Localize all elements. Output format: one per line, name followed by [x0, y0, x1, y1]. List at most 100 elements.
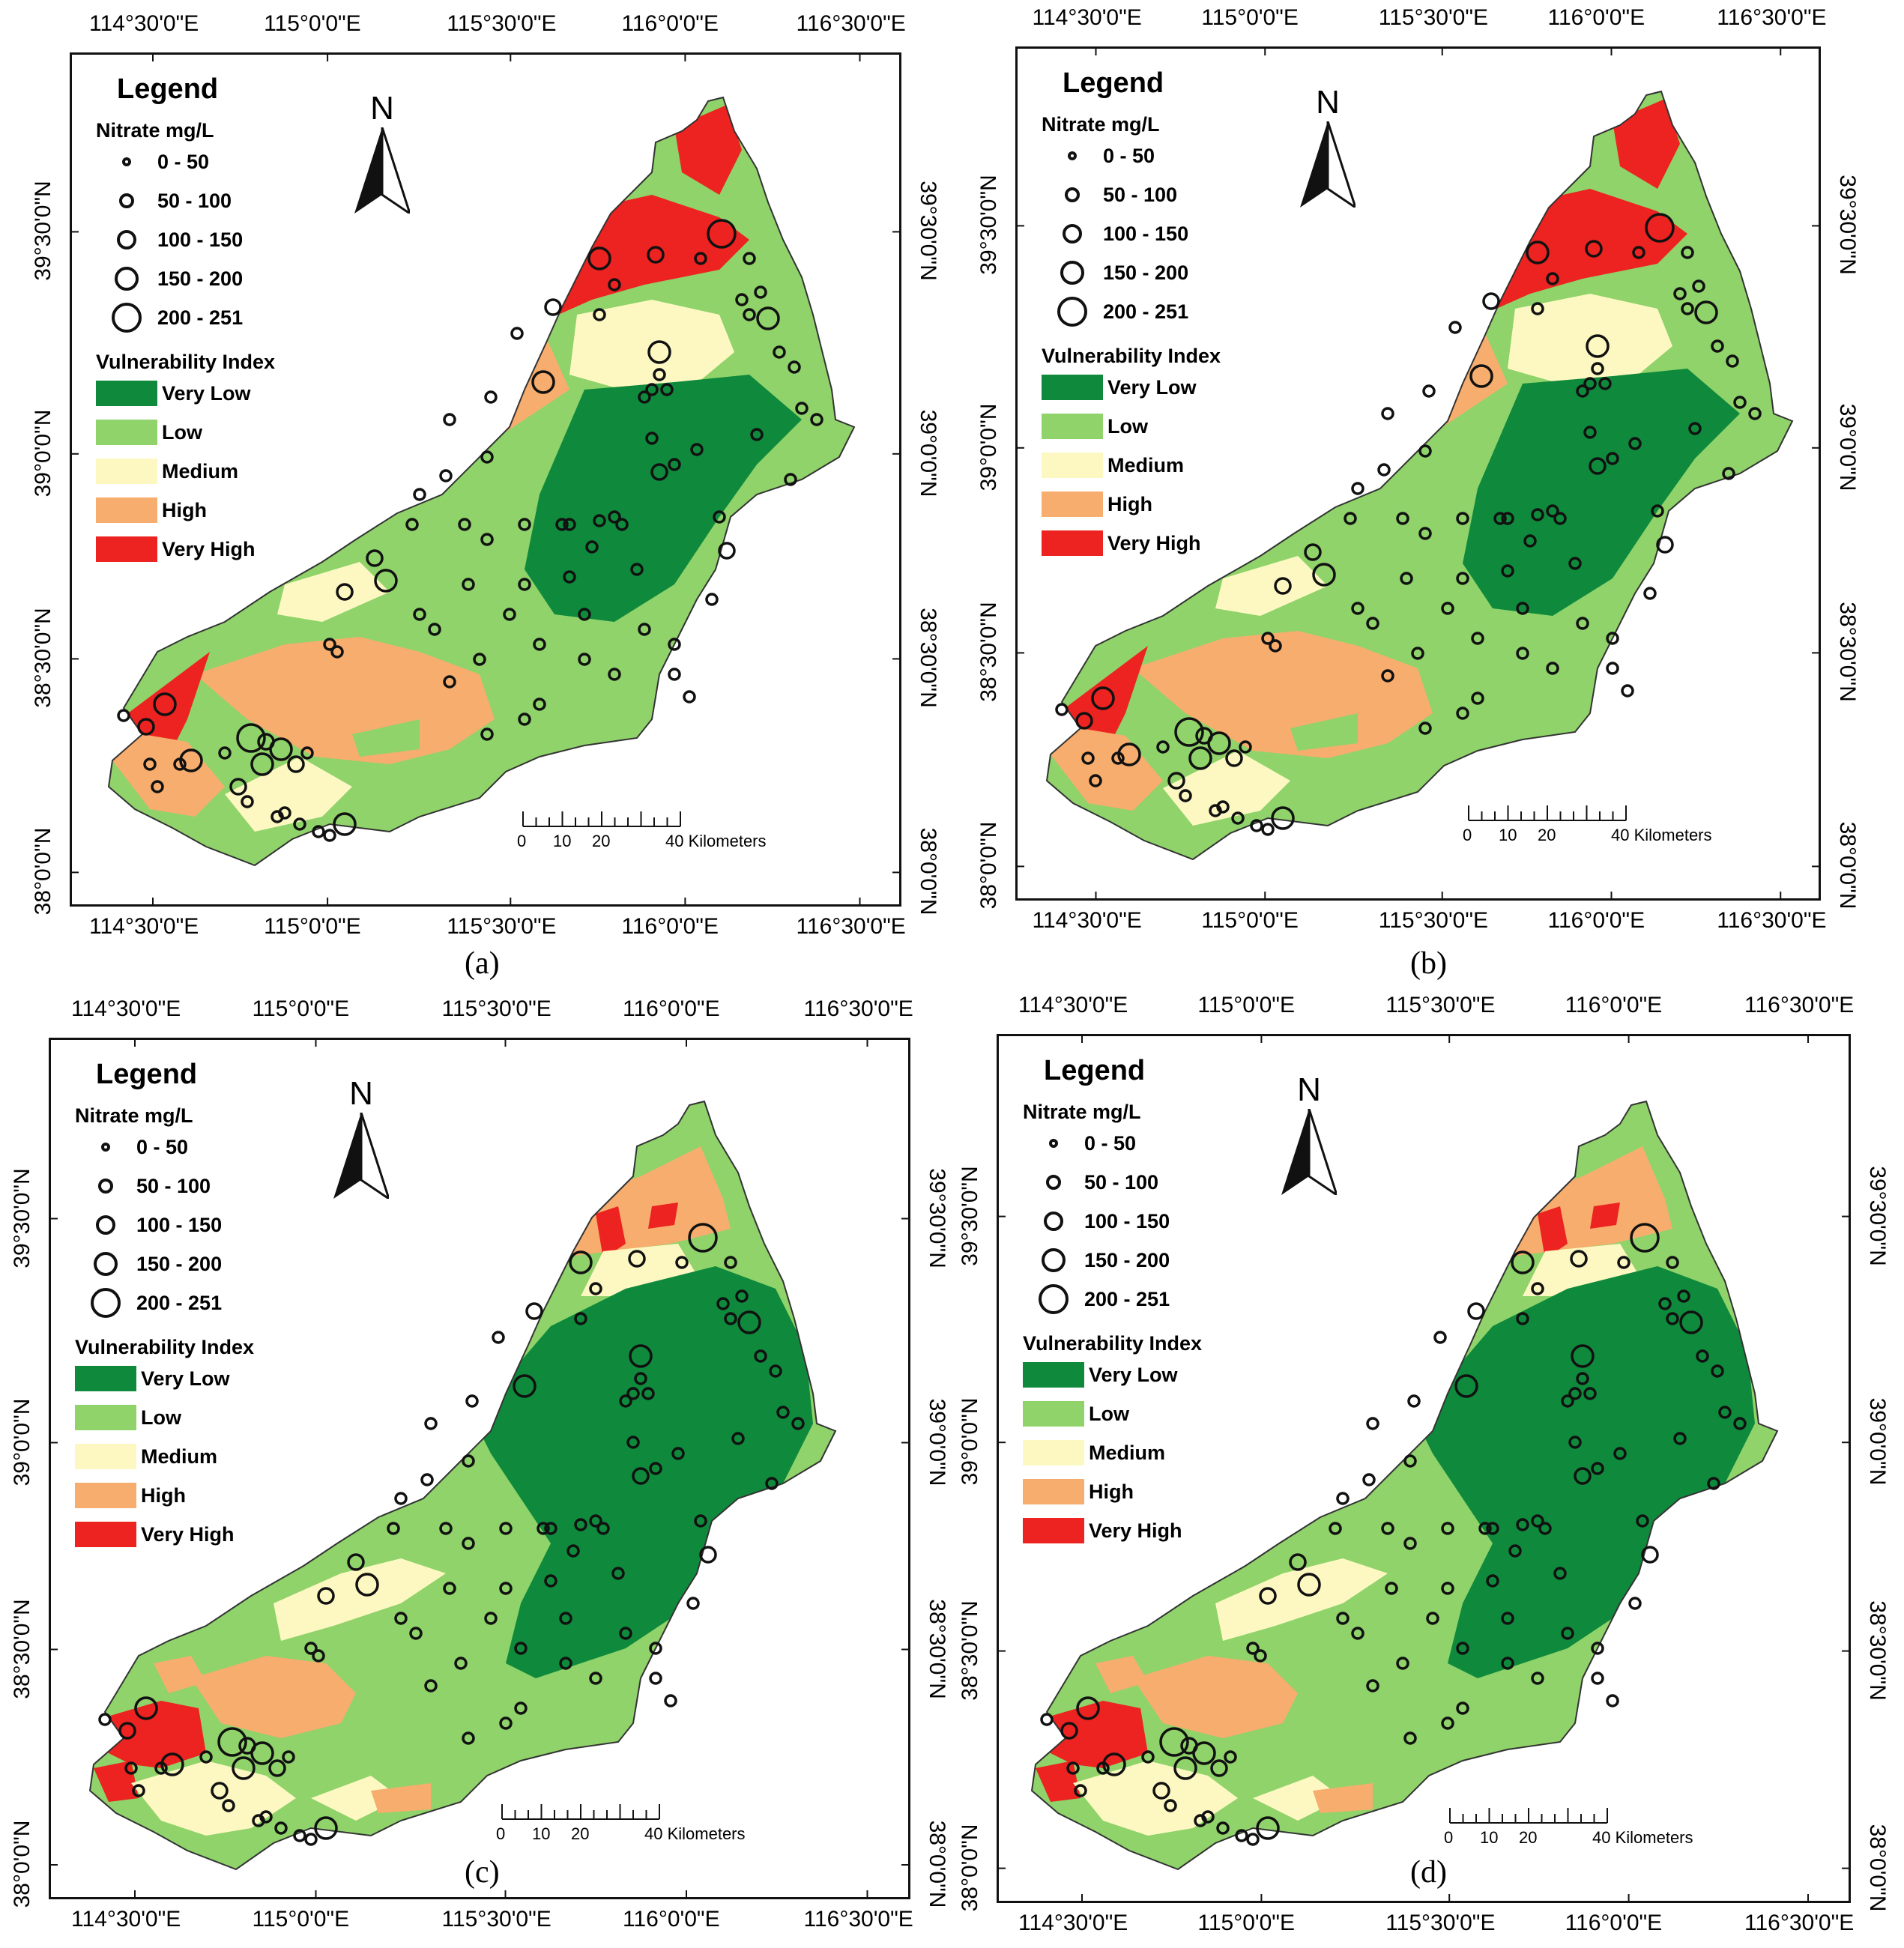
well-point	[1377, 463, 1391, 477]
circle-icon	[115, 267, 139, 291]
well-point	[173, 757, 187, 771]
vulnerability-class-row: Very High	[1023, 1511, 1202, 1550]
left-latitude-label: 38°30'0"N	[976, 602, 1001, 703]
scale-bar: 0 10 20 40 Kilometers	[516, 805, 767, 854]
well-point	[668, 638, 681, 651]
well-point	[287, 755, 305, 773]
well-point	[1501, 512, 1514, 525]
well-point	[1456, 1702, 1469, 1715]
well-point	[1259, 1587, 1277, 1605]
well-point	[559, 1657, 572, 1670]
vulnerability-class-label: Medium	[1107, 453, 1185, 477]
well-point	[649, 1462, 662, 1475]
vulnerability-classes: Very Low Low Medium High Very High	[96, 374, 275, 569]
well-point	[333, 812, 357, 836]
bottom-longitude-label: 114°30'0"E	[1032, 908, 1142, 933]
circle-icon	[1068, 151, 1077, 160]
well-point	[1493, 512, 1507, 525]
well-point	[589, 1514, 602, 1528]
nitrate-class-label: 150 - 200	[1103, 261, 1189, 284]
vulnerability-zone	[1051, 728, 1163, 811]
well-point	[1403, 1537, 1417, 1550]
well-point	[1748, 407, 1762, 420]
left-latitude-label: 39°30'0"N	[976, 175, 1001, 276]
well-point	[1336, 1492, 1350, 1505]
nitrate-class-symbol	[1023, 1175, 1084, 1190]
well-point	[743, 308, 756, 321]
map-canvas	[1015, 46, 1821, 901]
scale-labels: 0 10 20 40 Kilometers	[1442, 1828, 1693, 1851]
top-longitude-label: 116°0'0"E	[1547, 5, 1645, 30]
well-point	[1385, 1582, 1398, 1595]
well-point	[428, 623, 441, 636]
well-point	[330, 645, 344, 659]
well-point	[699, 1546, 717, 1564]
scale-bar-graphic	[1449, 1808, 1608, 1824]
circle-icon	[1049, 1139, 1058, 1148]
well-point	[569, 1250, 593, 1274]
vulnerability-class-row: Medium	[75, 1437, 254, 1476]
well-point	[1585, 240, 1603, 258]
vulnerability-swatch	[1023, 1362, 1084, 1388]
circle-icon	[96, 1215, 115, 1235]
well-point	[282, 1750, 295, 1764]
well-point	[1586, 334, 1610, 358]
well-point	[1351, 602, 1364, 615]
well-point	[1508, 1544, 1522, 1558]
vulnerability-zone	[476, 1266, 813, 1678]
well-point	[638, 623, 651, 636]
well-point	[1677, 1289, 1690, 1303]
vulnerability-zone	[1538, 1206, 1568, 1259]
well-point	[1066, 1761, 1080, 1775]
well-point	[312, 825, 325, 838]
well-point	[1164, 1799, 1177, 1812]
well-point	[513, 1374, 537, 1398]
vulnerability-class-row: High	[96, 491, 275, 530]
well-point	[1606, 632, 1619, 645]
well-point	[1261, 632, 1275, 645]
vulnerability-swatch	[75, 1405, 136, 1430]
well-point	[1102, 1752, 1126, 1776]
well-point	[735, 293, 749, 306]
north-arrow-icon	[333, 1112, 391, 1202]
well-point	[250, 1741, 274, 1765]
well-point	[544, 1574, 557, 1588]
vulnerability-swatch	[75, 1444, 136, 1469]
well-point	[1167, 772, 1185, 790]
left-latitude-label: 38°0'0"N	[31, 828, 55, 916]
well-point	[1224, 1750, 1237, 1764]
vulnerability-title: Vulnerability Index	[1042, 345, 1221, 367]
well-point	[1576, 384, 1589, 398]
vulnerability-swatch	[1023, 1401, 1084, 1427]
bottom-longitude-label: 115°30'0"E	[441, 1907, 551, 1932]
vulnerability-class-row: Low	[1023, 1394, 1202, 1433]
well-point	[619, 1394, 632, 1408]
well-point	[611, 1567, 625, 1580]
well-point	[211, 1782, 229, 1800]
vulnerability-class-label: High	[162, 498, 207, 521]
frame-ticks	[70, 52, 901, 907]
right-latitude-label: 38°0'0"N	[916, 828, 940, 916]
well-point	[134, 1696, 158, 1720]
nitrate-class-row: 200 - 251	[96, 298, 275, 337]
vulnerability-swatch	[1042, 530, 1103, 556]
well-point	[690, 443, 704, 456]
well-point	[1060, 1722, 1078, 1740]
map-panel-b: Legend Nitrate mg/L 0 - 50 50 - 100 100 - …	[946, 0, 1897, 981]
well-point	[1351, 1627, 1364, 1640]
well-point	[1381, 669, 1394, 683]
well-point	[1433, 1331, 1447, 1344]
vulnerability-swatch	[75, 1366, 136, 1391]
circle-icon	[112, 303, 142, 333]
left-latitude-label: 38°0'0"N	[958, 1824, 982, 1911]
panel-caption: (a)	[465, 946, 500, 981]
well-point	[366, 549, 384, 567]
vulnerability-zone	[225, 757, 352, 832]
circle-icon	[1063, 224, 1082, 244]
well-point	[229, 778, 247, 796]
vulnerability-swatch	[96, 459, 157, 484]
well-point	[1418, 444, 1432, 458]
well-point	[1722, 467, 1735, 480]
nitrate-class-row: 100 - 150	[96, 220, 275, 259]
well-point	[769, 1364, 782, 1378]
